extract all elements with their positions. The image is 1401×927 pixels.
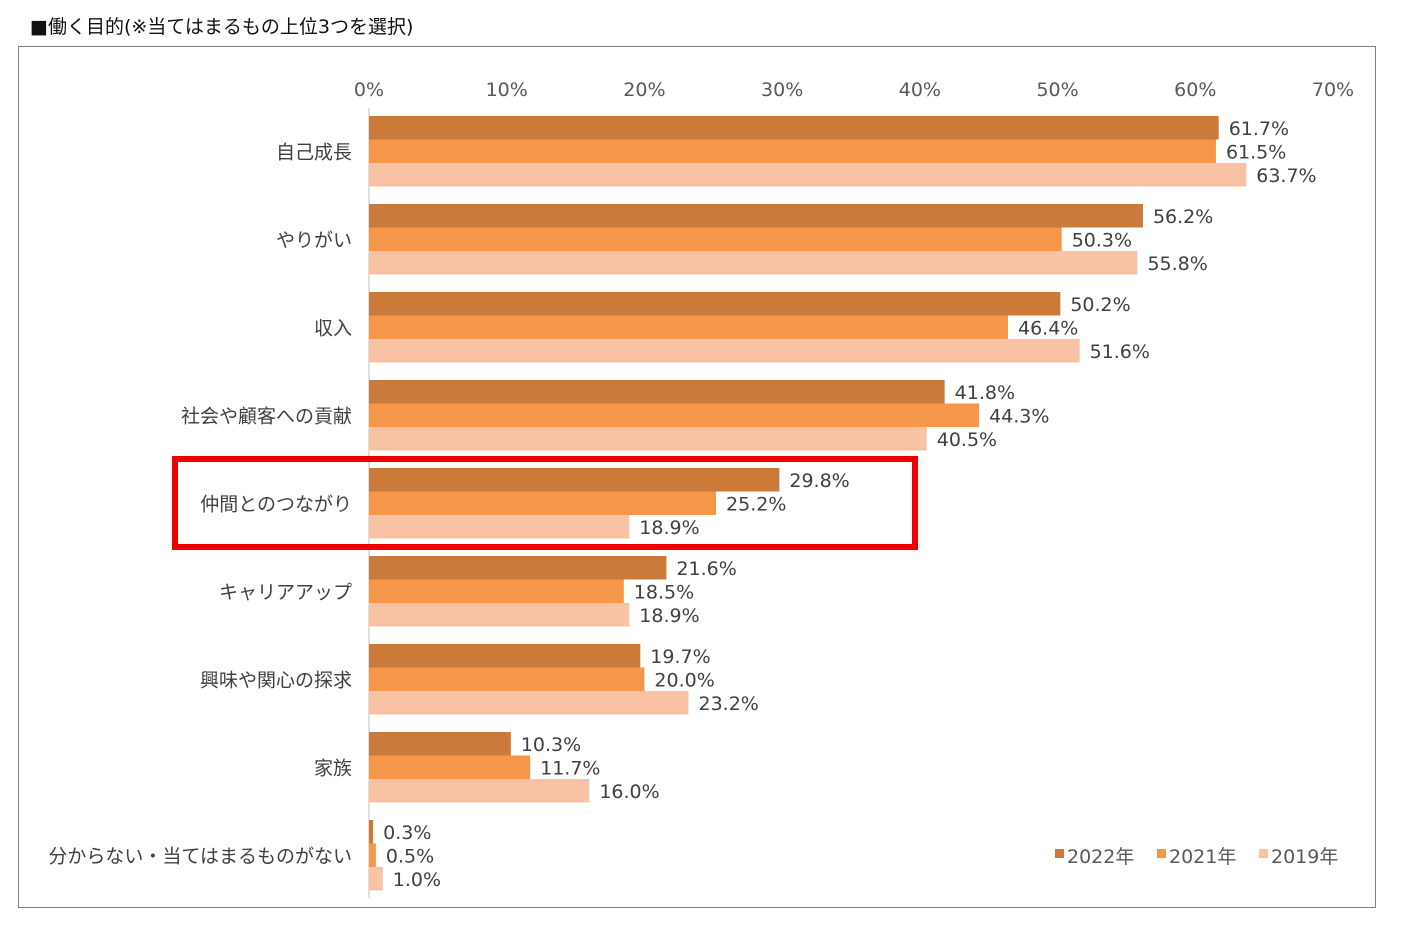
bar [369,339,1080,363]
data-label: 0.5% [386,845,434,867]
data-label: 18.5% [634,581,694,603]
bars [369,116,1247,891]
data-label: 18.9% [639,605,699,627]
bar [369,163,1247,187]
bar [369,843,376,867]
data-label: 51.6% [1090,341,1150,363]
category-label: 興味や関心の探求 [200,669,352,691]
bar [369,292,1061,316]
bar [369,755,531,779]
data-label: 61.7% [1229,118,1289,140]
bar [369,204,1143,228]
data-label: 11.7% [540,757,600,779]
bar [369,603,630,627]
category-label: キャリアアップ [219,581,352,603]
category-label: 家族 [314,757,352,779]
x-tick-label: 10% [486,79,528,101]
bar [369,315,1008,339]
bar [369,227,1062,251]
category-label: 自己成長 [276,141,352,163]
bar [369,667,645,691]
data-label: 46.4% [1018,317,1078,339]
bar [369,867,383,891]
bar [369,820,374,844]
bar [369,116,1219,140]
category-label: やりがい [276,229,352,251]
legend-swatch [1157,849,1166,858]
data-label: 29.8% [789,470,849,492]
bar [369,644,641,668]
data-label: 10.3% [521,734,581,756]
data-label: 1.0% [393,869,441,891]
data-label: 40.5% [937,429,997,451]
category-labels: 自己成長やりがい収入社会や顧客への貢献仲間とのつながりキャリアアップ興味や関心の… [48,141,352,867]
bar [369,403,980,427]
bar [369,732,511,756]
bar [369,779,590,803]
x-tick-label: 50% [1036,79,1078,101]
bar [369,579,624,603]
chart-frame [18,46,1376,908]
highlight-rectangle [172,456,918,550]
chart-title: ■働く目的(※当てはまるもの上位3つを選択) [30,16,414,38]
data-label: 21.6% [676,558,736,580]
bar [369,491,717,515]
x-tick-label: 40% [899,79,941,101]
data-label: 44.3% [989,405,1049,427]
category-label: 仲間とのつながり [200,493,352,515]
data-label: 0.3% [383,822,431,844]
bar [369,515,630,539]
x-tick-label: 0% [354,79,384,101]
legend-label: 2022年 [1067,846,1134,868]
data-label: 19.7% [650,646,710,668]
x-axis-ticks: 0% 10% 20% 30% 40% 50% 60% 70% [354,79,1354,898]
data-label: 56.2% [1153,206,1213,228]
data-label: 50.3% [1072,229,1132,251]
data-label: 16.0% [599,781,659,803]
x-tick-label: 20% [623,79,665,101]
data-label: 50.2% [1070,294,1130,316]
x-tick-label: 70% [1312,79,1354,101]
data-label: 18.9% [639,517,699,539]
bar [369,691,689,715]
bar [369,556,667,580]
x-tick-label: 60% [1174,79,1216,101]
bar [369,251,1138,275]
legend-label: 2019年 [1271,846,1338,868]
legend-swatch [1259,849,1268,858]
highlight-box [172,456,918,550]
legend-swatch [1055,849,1064,858]
bar [369,139,1216,163]
x-tick-label: 30% [761,79,803,101]
bar [369,468,780,492]
bar [369,380,945,404]
category-label: 収入 [314,317,352,339]
bar [369,427,927,451]
data-label: 20.0% [654,669,714,691]
category-label: 社会や顧客への貢献 [181,405,352,427]
data-label: 61.5% [1226,141,1286,163]
legend: 2022年 2021年 2019年 [1055,846,1338,868]
data-label: 41.8% [955,382,1015,404]
data-label: 23.2% [698,693,758,715]
data-label: 63.7% [1256,165,1316,187]
data-label: 25.2% [726,493,786,515]
legend-label: 2021年 [1169,846,1236,868]
category-label: 分からない・当てはまるものがない [48,845,352,867]
data-labels: 61.7%61.5%63.7% 56.2% 50.3% 55.8% 50.2%46.4%… [383,118,1316,891]
data-label: 55.8% [1147,253,1207,275]
